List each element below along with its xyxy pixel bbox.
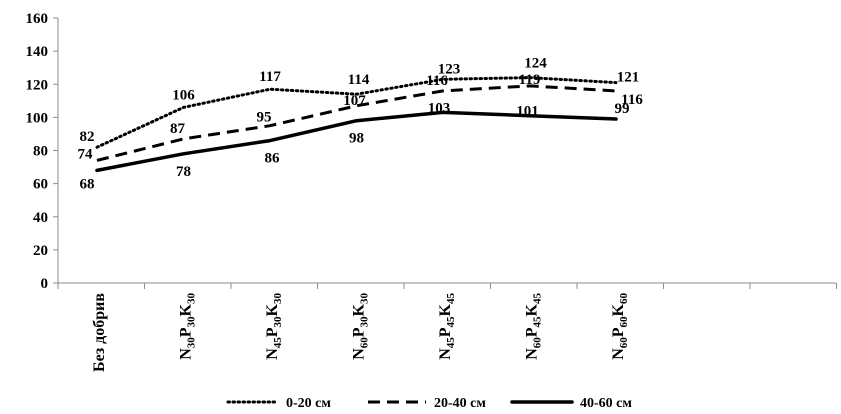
- data-label: 106: [172, 87, 195, 103]
- y-tick-label: 0: [41, 276, 49, 292]
- data-label: 99: [615, 101, 630, 117]
- data-label: 98: [349, 131, 364, 147]
- series-line-dashed: [96, 84, 617, 162]
- data-label: 101: [516, 104, 539, 120]
- x-tick-label: N60​P45​K45​: [524, 293, 544, 360]
- data-label: 107: [343, 93, 366, 109]
- y-tick-label: 100: [26, 110, 49, 126]
- data-label: 74: [78, 146, 94, 162]
- legend-label: 20-40 см: [434, 396, 486, 411]
- data-label: 68: [80, 176, 95, 192]
- x-tick-label: Без добрив: [91, 293, 108, 372]
- data-label: 117: [259, 69, 281, 85]
- data-label: 121: [617, 70, 640, 86]
- y-axis: 0 20 40 60 80 100 120 140 160: [26, 11, 59, 292]
- x-tick-label: N45​P45​K45​: [437, 293, 457, 360]
- x-tick-label: N45​P30​K30​: [264, 293, 284, 360]
- series-line-dotted: [95, 76, 618, 149]
- data-label: 87: [170, 121, 186, 137]
- x-tick-label: N60​P30​K30​: [351, 293, 371, 360]
- series-lines: [95, 76, 618, 173]
- data-label: 116: [426, 73, 448, 89]
- y-tick-label: 60: [33, 177, 48, 193]
- legend: 0-20 см 20-40 см 40-60 см: [226, 396, 632, 411]
- y-tick-label: 20: [33, 243, 48, 259]
- data-label: 78: [176, 164, 191, 180]
- y-tick-label: 140: [26, 44, 49, 60]
- y-tick-label: 80: [33, 144, 48, 160]
- data-labels: 82 106 117 114 123 124 121 74 87 95 107 116 119 116 68…: [78, 56, 644, 193]
- data-label: 124: [524, 56, 547, 72]
- y-tick-label: 40: [33, 210, 48, 226]
- y-tick-label: 120: [26, 77, 49, 93]
- x-tick-label: N60​P60​K60​: [610, 293, 630, 360]
- y-tick-label: 160: [26, 11, 49, 27]
- x-tick-label: N30​P30​K30​: [178, 293, 198, 360]
- data-label: 82: [80, 129, 95, 145]
- data-label: 103: [428, 100, 451, 116]
- data-label: 119: [519, 72, 541, 88]
- legend-label: 0-20 см: [286, 396, 331, 411]
- series-line-solid: [95, 110, 618, 173]
- legend-label: 40-60 см: [580, 396, 632, 411]
- data-label: 95: [257, 110, 272, 126]
- data-label: 114: [348, 72, 370, 88]
- data-label: 86: [265, 151, 281, 167]
- data-label: 123: [438, 61, 461, 77]
- data-label: 116: [621, 92, 643, 108]
- x-axis: Без добрив N30​P30​K30​ N45​P30​K30​ N60​P3…: [57, 282, 837, 372]
